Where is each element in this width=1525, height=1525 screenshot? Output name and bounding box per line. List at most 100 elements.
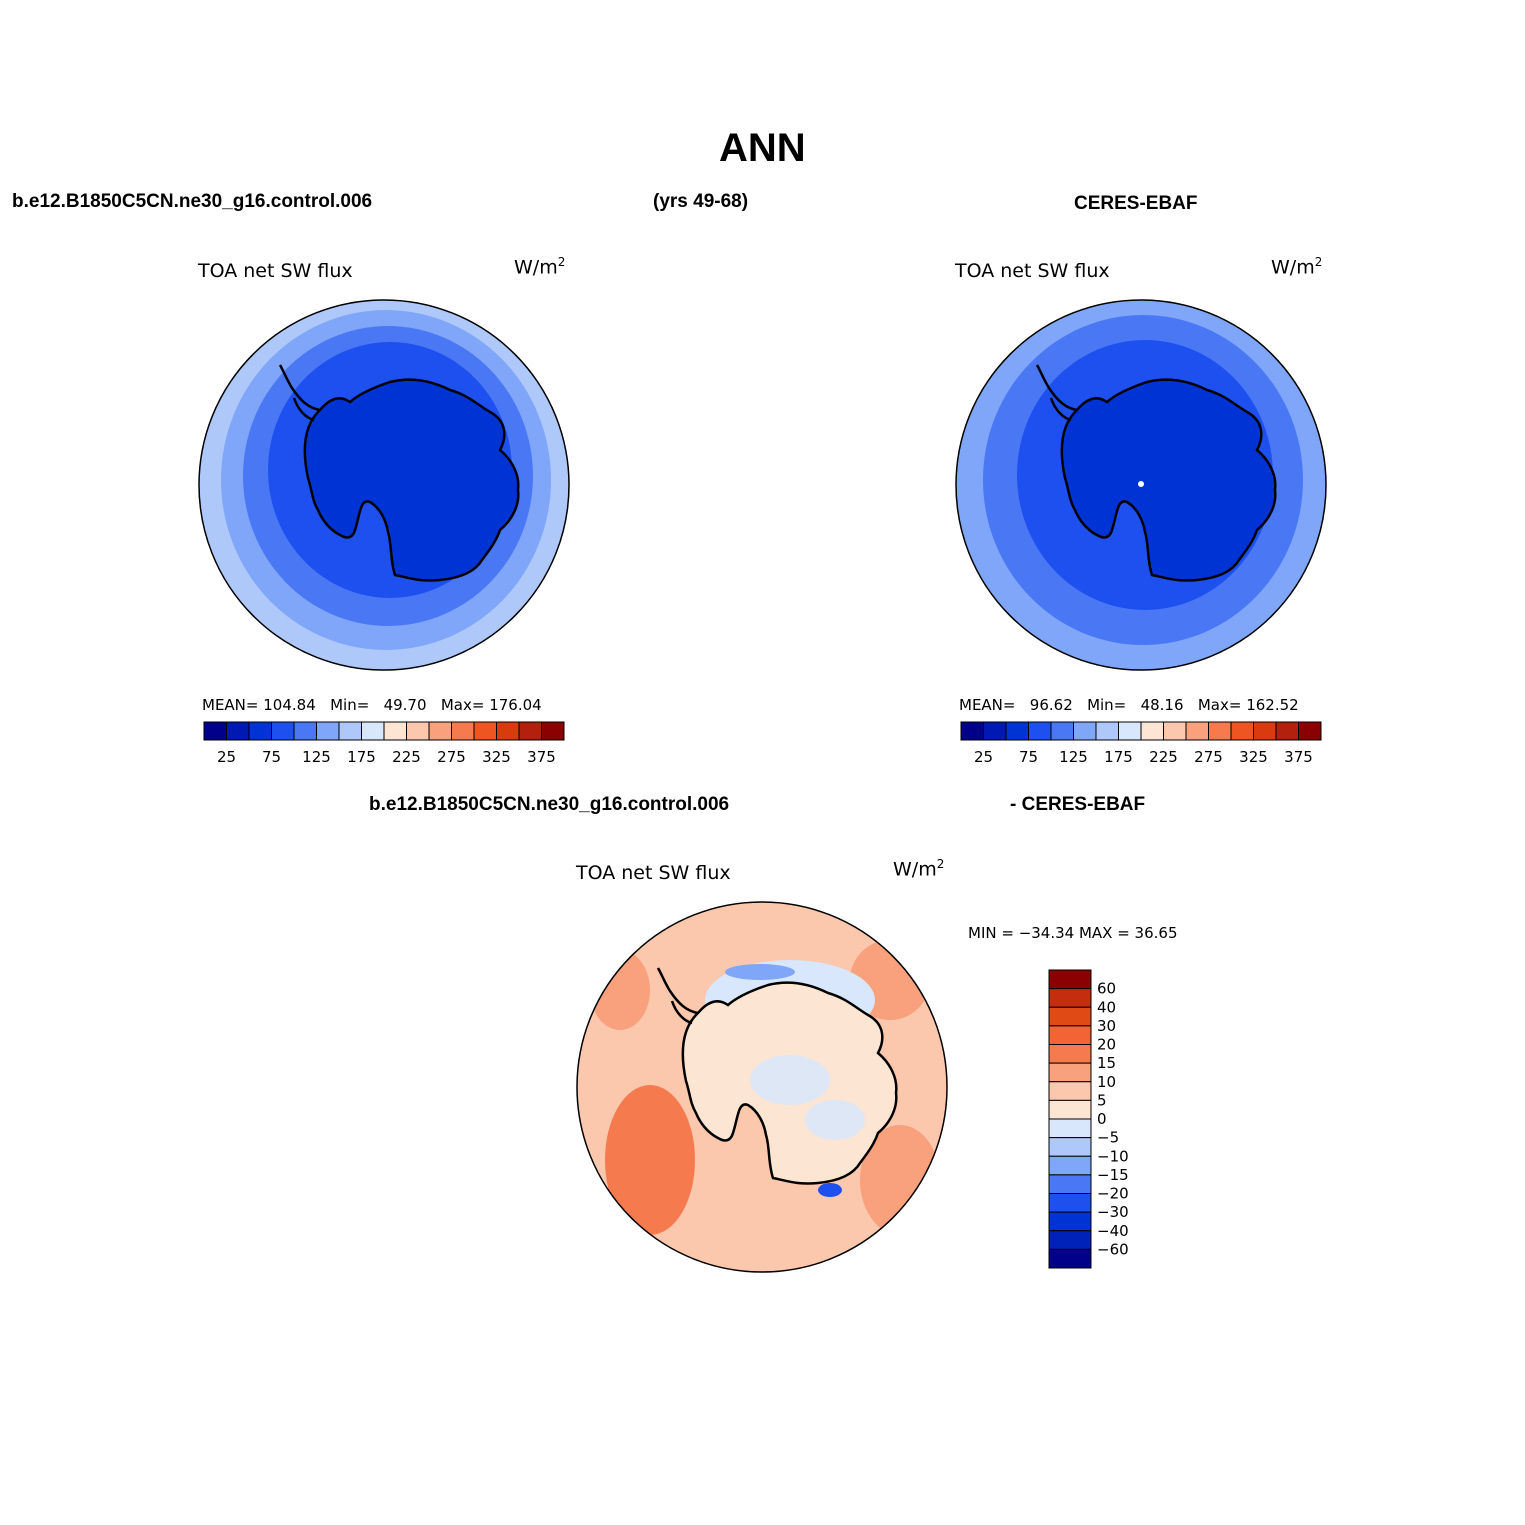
main-title: ANN: [719, 126, 806, 170]
model-colorbar-swatch: [406, 721, 430, 741]
model-colorbar-swatch: [518, 721, 542, 741]
obs-colorbar-tick-label: 125: [1059, 748, 1088, 766]
model-colorbar-swatch: [541, 721, 565, 741]
model-max-label: Max=: [440, 696, 485, 714]
obs-colorbar-tick-label: 325: [1239, 748, 1268, 766]
model-colorbar-tick-label: 375: [527, 748, 556, 766]
diff-units: W/m2: [893, 857, 945, 881]
diff-colorbar-swatch: [1048, 988, 1092, 1008]
obs-colorbar-swatch: [1028, 721, 1052, 741]
model-colorbar-tick-label: 225: [392, 748, 421, 766]
obs-colorbar-tick-label: 375: [1284, 748, 1313, 766]
obs-max: 162.52: [1246, 696, 1299, 714]
years-label: (yrs 49-68): [653, 191, 749, 212]
diff-case-name: b.e12.B1850C5CN.ne30_g16.control.006: [369, 794, 730, 815]
model-mean-label: MEAN=: [202, 696, 259, 714]
diff-colorbar-swatch: [1048, 1211, 1092, 1232]
model-mean: 104.84: [263, 696, 316, 714]
model-colorbar-swatch: [248, 721, 272, 741]
diff-colorbar-tick-label: 10: [1097, 1073, 1116, 1091]
obs-colorbar-swatch: [1163, 721, 1187, 741]
model-colorbar-tick-label: 275: [437, 748, 466, 766]
obs-colorbar-tick-label: 275: [1194, 748, 1223, 766]
diff-colorbar-tick-label: 40: [1097, 998, 1116, 1016]
obs-colorbar-tick-label: 225: [1149, 748, 1178, 766]
model-stats: MEAN= 104.84 Min= 49.70 Max= 176.04: [202, 696, 542, 714]
model-colorbar-swatch: [203, 721, 227, 741]
diff-colorbar-tick-label: −5: [1097, 1129, 1119, 1147]
case-name: b.e12.B1850C5CN.ne30_g16.control.006: [12, 191, 373, 212]
diff-colorbar-tick-label: 15: [1097, 1054, 1116, 1072]
model-map-border: [198, 299, 570, 671]
obs-colorbar-swatch: [1005, 721, 1029, 741]
model-colorbar-swatch: [271, 721, 295, 741]
obs-colorbar-swatch: [1208, 721, 1232, 741]
obs-map-border: [955, 299, 1327, 671]
diff-colorbar-tick-label: 5: [1097, 1091, 1107, 1109]
model-units: W/m2: [514, 255, 566, 279]
model-colorbar-tick-label: 75: [262, 748, 281, 766]
diff-colorbar-swatch: [1048, 1062, 1092, 1083]
model-field-label: TOA net SW flux: [198, 260, 353, 282]
diff-colorbar-tick-label: −10: [1097, 1147, 1129, 1165]
obs-colorbar-swatch: [1095, 721, 1119, 741]
diff-colorbar-tick-label: 20: [1097, 1036, 1116, 1054]
model-colorbar-swatch: [496, 721, 520, 741]
obs-colorbar-tick-label: 175: [1104, 748, 1133, 766]
diff-field-label: TOA net SW flux: [576, 862, 731, 884]
diff-colorbar-swatch: [1048, 1193, 1092, 1213]
obs-mean: 96.62: [1029, 696, 1073, 714]
diff-colorbar-swatch: [1048, 1174, 1092, 1194]
obs-colorbar-swatch: [983, 721, 1007, 741]
diff-colorbar-tick-label: 30: [1097, 1017, 1116, 1035]
diff-colorbar-tick-label: −20: [1097, 1185, 1129, 1203]
model-colorbar-swatch: [383, 721, 407, 741]
diff-colorbar-swatch: [1048, 1155, 1092, 1176]
diff-colorbar-swatch: [1048, 1118, 1092, 1139]
diff-colorbar-swatch: [1048, 969, 1092, 990]
obs-name: CERES-EBAF: [1074, 193, 1198, 214]
diff-obs-name: - CERES-EBAF: [1010, 794, 1146, 815]
obs-colorbar-tick-label: 75: [1019, 748, 1038, 766]
diff-colorbar-swatch: [1048, 1006, 1092, 1027]
diff-colorbar-swatch: [1048, 1248, 1092, 1269]
diff-colorbar-swatch: [1048, 1099, 1092, 1120]
obs-colorbar-swatch: [1118, 721, 1142, 741]
model-colorbar-tick-label: 175: [347, 748, 376, 766]
model-colorbar-swatch: [338, 721, 362, 741]
model-colorbar-swatch: [451, 721, 475, 741]
obs-colorbar-swatch: [1073, 721, 1097, 741]
model-colorbar-swatch: [428, 721, 452, 741]
model-colorbar-swatch: [473, 721, 497, 741]
obs-colorbar-tick-label: 25: [974, 748, 993, 766]
model-max: 176.04: [489, 696, 542, 714]
model-colorbar-tick-label: 25: [217, 748, 236, 766]
obs-units: W/m2: [1271, 255, 1323, 279]
model-colorbar-swatch: [361, 721, 385, 741]
obs-colorbar-swatch: [1298, 721, 1322, 741]
obs-colorbar-swatch: [1230, 721, 1254, 741]
model-colorbar: 25 75 125 175 225 275 325 375: [203, 721, 565, 766]
model-colorbar-swatch: [293, 721, 317, 741]
diff-colorbar-swatch: [1048, 1137, 1092, 1157]
model-min-label: Min=: [330, 696, 370, 714]
model-colorbar-tick-label: 325: [482, 748, 511, 766]
diff-colorbar-tick-label: −40: [1097, 1222, 1129, 1240]
model-colorbar-swatch: [316, 721, 340, 741]
model-colorbar-tick-label: 125: [302, 748, 331, 766]
diff-colorbar-tick-label: −15: [1097, 1166, 1129, 1184]
diff-colorbar-tick-label: 60: [1097, 980, 1116, 998]
diff-colorbar-swatch: [1048, 1081, 1092, 1101]
obs-map: [956, 300, 1326, 670]
obs-stats: MEAN= 96.62 Min= 48.16 Max= 162.52: [959, 696, 1299, 714]
obs-min-label: Min=: [1087, 696, 1127, 714]
diff-colorbar-swatch: [1048, 1044, 1092, 1064]
obs-colorbar-swatch: [1185, 721, 1209, 741]
obs-field-label: TOA net SW flux: [955, 260, 1110, 282]
diff-minmax: MIN = −34.34 MAX = 36.65: [968, 924, 1178, 942]
obs-min: 48.16: [1140, 696, 1184, 714]
obs-colorbar-swatch: [1253, 721, 1277, 741]
diff-colorbar-swatch: [1048, 1230, 1092, 1250]
